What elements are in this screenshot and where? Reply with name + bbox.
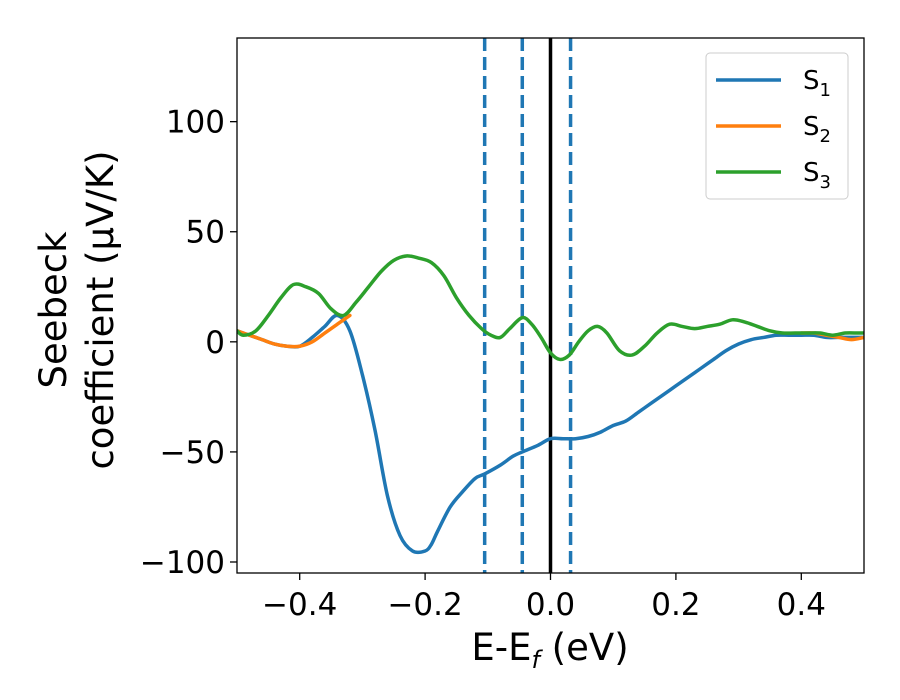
y-tick-label: 50 [186, 215, 225, 251]
y-tick-label: −100 [140, 545, 225, 581]
x-tick-label: 0.2 [651, 587, 700, 623]
y-axis-label-line1: Seebeck [32, 231, 75, 389]
x-axis-label: E-Ef (eV) [471, 626, 628, 674]
legend-label-s3: S3 [803, 158, 831, 193]
x-axis-ticks: −0.4 −0.2 0.0 0.2 0.4 [262, 573, 826, 623]
y-axis-ticks: −100 −50 0 50 100 [140, 105, 237, 581]
series-line-s2-part0 [237, 313, 352, 349]
legend-label-s2: S2 [803, 112, 831, 147]
legend: S1 S2 S3 [705, 52, 849, 200]
vertical-reference-lines [482, 38, 573, 573]
y-tick-label: −50 [160, 435, 225, 471]
x-tick-label: −0.2 [387, 587, 462, 623]
x-tick-label: 0.0 [526, 587, 575, 623]
series-line-s3 [237, 254, 864, 362]
y-tick-label: 0 [205, 325, 225, 361]
y-tick-label: 100 [166, 105, 225, 141]
x-tick-label: 0.4 [777, 587, 826, 623]
x-tick-label: −0.4 [262, 587, 337, 623]
y-axis-label: Seebeck coefficient (μV/K) [32, 150, 122, 469]
y-axis-label-line2: coefficient (μV/K) [79, 150, 122, 469]
series-lines [237, 254, 864, 555]
legend-label-s1: S1 [803, 66, 831, 101]
